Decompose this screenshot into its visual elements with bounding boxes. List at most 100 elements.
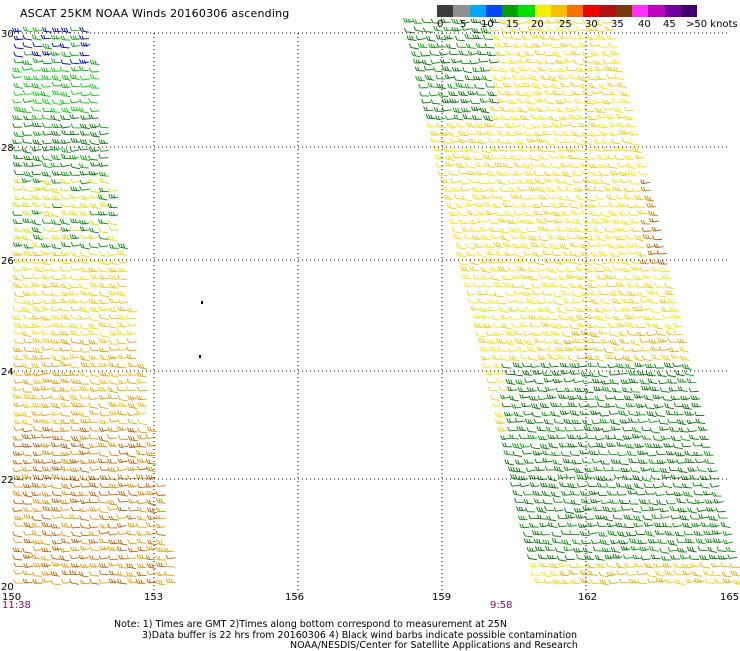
- wind-barb: [548, 475, 557, 480]
- wind-barb: [14, 356, 23, 360]
- wind-barb: [108, 459, 117, 463]
- wind-barb: [607, 562, 616, 568]
- wind-barb: [682, 523, 692, 528]
- wind-barb: [629, 458, 638, 463]
- wind-barb: [80, 467, 89, 472]
- wind-barb: [520, 115, 530, 120]
- wind-barb: [109, 346, 119, 350]
- wind-barb: [62, 563, 72, 568]
- wind-barb: [660, 387, 670, 392]
- wind-barb: [70, 194, 80, 198]
- wind-barb: [554, 419, 564, 424]
- wind-barb: [32, 210, 41, 215]
- wind-barb: [530, 155, 539, 161]
- wind-barb: [127, 452, 136, 457]
- wind-barb: [588, 523, 597, 527]
- scale-label-15: 15: [506, 19, 519, 30]
- wind-barb: [668, 547, 677, 551]
- wind-barb: [626, 364, 636, 369]
- wind-barb: [13, 115, 23, 120]
- wind-barb: [24, 522, 33, 528]
- wind-barb: [449, 171, 459, 176]
- wind-barb: [521, 75, 530, 79]
- wind-barb: [524, 411, 533, 415]
- wind-barb: [624, 194, 633, 199]
- wind-barb: [442, 107, 451, 111]
- wind-barb: [464, 283, 473, 287]
- wind-barb: [98, 211, 108, 216]
- wind-barb: [492, 194, 501, 198]
- wind-barb: [714, 499, 723, 503]
- wind-barb: [71, 436, 80, 442]
- wind-barb: [485, 123, 494, 128]
- wind-barb: [554, 466, 563, 472]
- wind-barb: [108, 467, 118, 472]
- wind-barb: [23, 451, 32, 456]
- wind-barb: [591, 51, 600, 56]
- wind-barb: [548, 435, 558, 440]
- wind-barb: [523, 164, 533, 169]
- wind-barb: [620, 172, 629, 177]
- wind-barb: [515, 339, 524, 345]
- wind-barb: [605, 555, 614, 560]
- wind-barb: [597, 155, 606, 160]
- wind-barb: [533, 451, 542, 456]
- wind-barb: [51, 380, 61, 385]
- wind-barb: [33, 252, 43, 256]
- wind-barb: [23, 196, 33, 200]
- wind-barb: [118, 531, 127, 535]
- wind-barb: [81, 348, 91, 352]
- wind-barb: [452, 59, 461, 63]
- wind-barb: [43, 338, 53, 343]
- wind-barb: [476, 123, 486, 128]
- wind-barb: [99, 300, 109, 304]
- wind-barb: [109, 298, 118, 302]
- wind-barb: [523, 532, 532, 537]
- wind-barb: [99, 379, 109, 384]
- wind-barb: [659, 426, 668, 430]
- wind-barb: [42, 571, 52, 576]
- wind-barb: [515, 131, 524, 136]
- wind-barb: [512, 283, 522, 287]
- wind-barb: [490, 147, 500, 152]
- wind-barb: [90, 188, 100, 193]
- wind-barb: [426, 114, 436, 119]
- wind-barb: [709, 516, 719, 521]
- wind-barb: [629, 171, 638, 177]
- wind-barb: [566, 347, 575, 352]
- wind-barb: [80, 180, 89, 184]
- wind-barb: [52, 276, 61, 280]
- wind-barb: [643, 515, 652, 520]
- wind-barb: [624, 106, 634, 110]
- wind-barb: [531, 115, 541, 120]
- wind-barb: [99, 563, 108, 568]
- wind-barb: [605, 354, 615, 359]
- wind-barb: [556, 100, 565, 105]
- wind-barb: [613, 514, 623, 519]
- wind-barb: [418, 43, 428, 48]
- wind-barb: [51, 146, 60, 151]
- wind-barb: [543, 42, 552, 46]
- wind-barb: [52, 387, 62, 391]
- wind-barb: [614, 435, 623, 440]
- wind-barb: [661, 307, 671, 311]
- wind-barb: [506, 379, 515, 384]
- wind-barb: [565, 218, 575, 222]
- wind-barb: [60, 67, 69, 73]
- wind-barb: [61, 356, 70, 360]
- lat-label-24: 24: [1, 367, 14, 378]
- wind-barb: [599, 290, 609, 294]
- wind-barb: [14, 83, 23, 88]
- wind-barb: [558, 195, 567, 200]
- wind-barb: [673, 363, 683, 367]
- wind-barb: [109, 562, 118, 566]
- wind-barb: [614, 67, 623, 72]
- wind-barb: [24, 251, 33, 256]
- wind-barb: [61, 483, 70, 488]
- wind-barb: [32, 554, 41, 559]
- wind-barb: [13, 203, 23, 208]
- wind-barb: [513, 330, 523, 334]
- wind-barb: [41, 540, 50, 546]
- wind-barb: [587, 196, 597, 201]
- wind-barb: [658, 260, 668, 265]
